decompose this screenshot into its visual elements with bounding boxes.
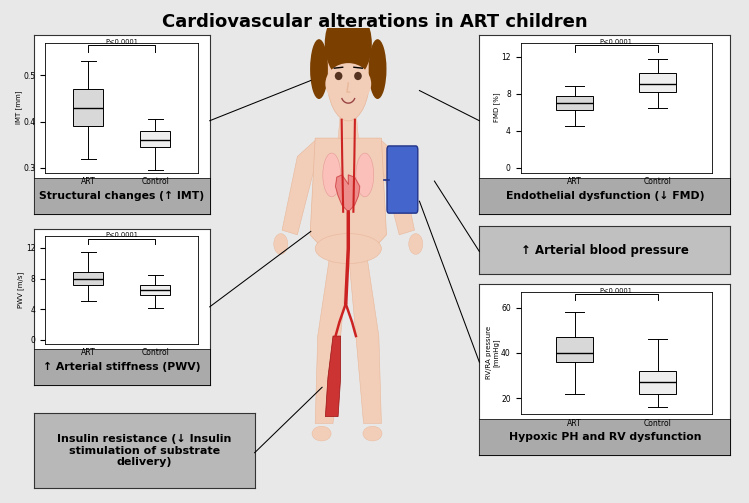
Ellipse shape [325,63,372,105]
Polygon shape [315,251,348,424]
Ellipse shape [274,233,288,255]
Ellipse shape [323,153,341,197]
Y-axis label: RV/RA pressure
[mmHg]: RV/RA pressure [mmHg] [486,326,500,379]
Polygon shape [282,140,325,235]
Y-axis label: IMT [mm]: IMT [mm] [15,91,22,124]
Polygon shape [336,175,360,212]
Text: P<0.0001: P<0.0001 [600,288,632,294]
PathPatch shape [140,131,170,147]
Text: Endothelial dysfunction (↓ FMD): Endothelial dysfunction (↓ FMD) [506,191,704,201]
Text: P<0.0001: P<0.0001 [106,39,138,45]
PathPatch shape [73,89,103,126]
Ellipse shape [322,70,329,89]
Ellipse shape [369,39,386,99]
Polygon shape [348,251,381,424]
Ellipse shape [368,70,374,89]
Text: Insulin resistance (↓ Insulin
stimulation of substrate
delivery): Insulin resistance (↓ Insulin stimulatio… [57,434,231,467]
Polygon shape [310,138,386,248]
Polygon shape [338,111,359,138]
Ellipse shape [325,7,372,80]
Ellipse shape [327,31,370,121]
Text: Structural changes (↑ IMT): Structural changes (↑ IMT) [39,191,204,201]
Ellipse shape [363,426,382,441]
Ellipse shape [310,39,328,99]
Text: Hypoxic PH and RV dysfunction: Hypoxic PH and RV dysfunction [509,432,701,442]
PathPatch shape [140,285,170,295]
Y-axis label: PWV [m/s]: PWV [m/s] [17,272,24,308]
Ellipse shape [354,72,362,80]
FancyBboxPatch shape [387,146,418,213]
Text: ↑ Arterial blood pressure: ↑ Arterial blood pressure [521,244,689,257]
Text: ↑ Arterial stiffness (PWV): ↑ Arterial stiffness (PWV) [43,362,201,372]
Text: P<0.0001: P<0.0001 [600,39,632,45]
Ellipse shape [335,72,342,80]
Ellipse shape [315,233,381,264]
PathPatch shape [556,96,593,111]
PathPatch shape [73,273,103,285]
PathPatch shape [639,73,676,92]
Ellipse shape [409,233,422,255]
Ellipse shape [312,426,331,441]
PathPatch shape [639,371,676,393]
Polygon shape [325,336,341,416]
Y-axis label: FMD [%]: FMD [%] [493,93,500,122]
Text: P<0.0001: P<0.0001 [106,232,138,238]
PathPatch shape [556,337,593,362]
Ellipse shape [356,153,374,197]
Text: Cardiovascular alterations in ART children: Cardiovascular alterations in ART childr… [162,13,587,31]
Polygon shape [372,140,414,235]
